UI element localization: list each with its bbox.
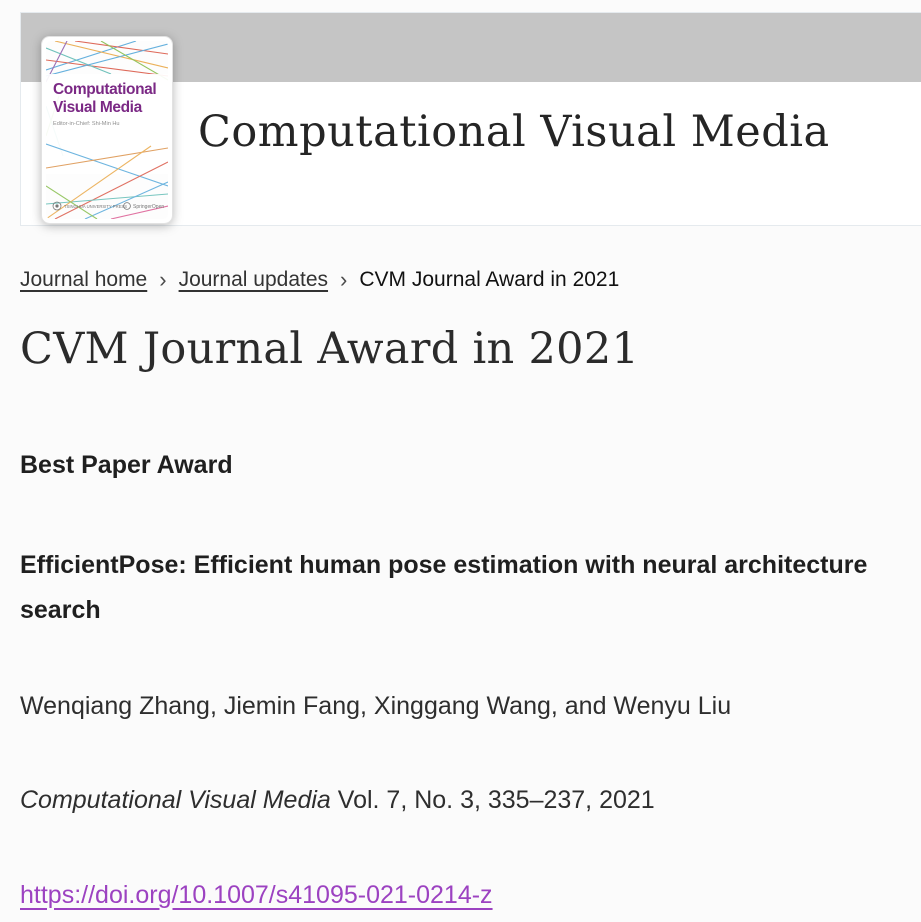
citation-journal-name: Computational Visual Media <box>20 786 331 814</box>
breadcrumb: Journal home › Journal updates › CVM Jou… <box>20 268 901 292</box>
breadcrumb-current-page: CVM Journal Award in 2021 <box>359 268 620 291</box>
svg-text:TSINGHUA UNIVERSITY PRESS: TSINGHUA UNIVERSITY PRESS <box>64 204 127 209</box>
journal-header: Computational Visual Media Editor-in-Chi… <box>20 12 921 226</box>
awarded-paper-title: EfficientPose: Efficient human pose esti… <box>20 550 868 624</box>
chevron-right-icon: › <box>159 267 167 292</box>
journal-cover-image: Computational Visual Media Editor-in-Chi… <box>41 36 173 224</box>
award-section-heading: Best Paper Award <box>20 451 233 479</box>
cover-title-line1: Computational <box>53 81 156 98</box>
springer-open-logo: SpringerOpen <box>123 202 164 210</box>
doi-row: https://doi.org/10.1007/s41095-021-0214-… <box>20 878 901 913</box>
page-title: CVM Journal Award in 2021 <box>20 324 640 374</box>
citation-volume-info: Vol. 7, No. 3, 335–237, 2021 <box>330 786 655 814</box>
cover-subtitle: Editor-in-Chief: Shi-Min Hu <box>53 121 120 127</box>
journal-title: Computational Visual Media <box>198 107 830 157</box>
chevron-right-icon: › <box>340 267 348 292</box>
tsinghua-press-logo: TSINGHUA UNIVERSITY PRESS <box>52 201 127 211</box>
svg-text:SpringerOpen: SpringerOpen <box>133 204 164 210</box>
paper-authors: Wenqiang Zhang, Jiemin Fang, Xinggang Wa… <box>20 691 732 720</box>
main-content: Journal home › Journal updates › CVM Jou… <box>0 268 921 912</box>
paper-citation: Computational Visual Media Vol. 7, No. 3… <box>20 783 901 818</box>
doi-link[interactable]: https://doi.org/10.1007/s41095-021-0214-… <box>20 880 493 909</box>
breadcrumb-link-journal-updates[interactable]: Journal updates <box>178 268 329 291</box>
cover-title-line2: Visual Media <box>53 99 143 116</box>
breadcrumb-link-journal-home[interactable]: Journal home <box>20 268 148 291</box>
cover-line-art: Computational Visual Media Editor-in-Chi… <box>46 41 168 219</box>
